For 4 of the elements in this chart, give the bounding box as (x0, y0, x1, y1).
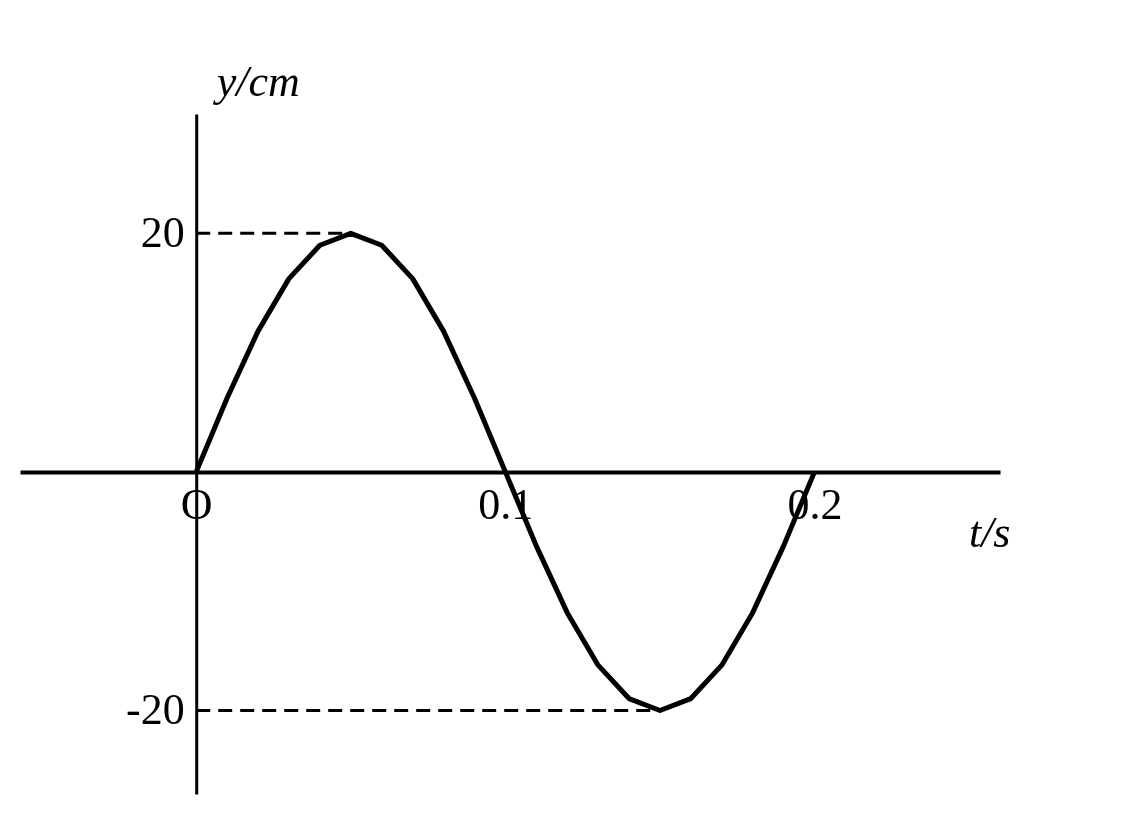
y-tick-label: -20 (126, 684, 185, 734)
x-axis-title: t/s (968, 508, 1011, 558)
y-axis-title: y/cm (212, 56, 300, 106)
y-tick-label: 20 (140, 207, 185, 257)
